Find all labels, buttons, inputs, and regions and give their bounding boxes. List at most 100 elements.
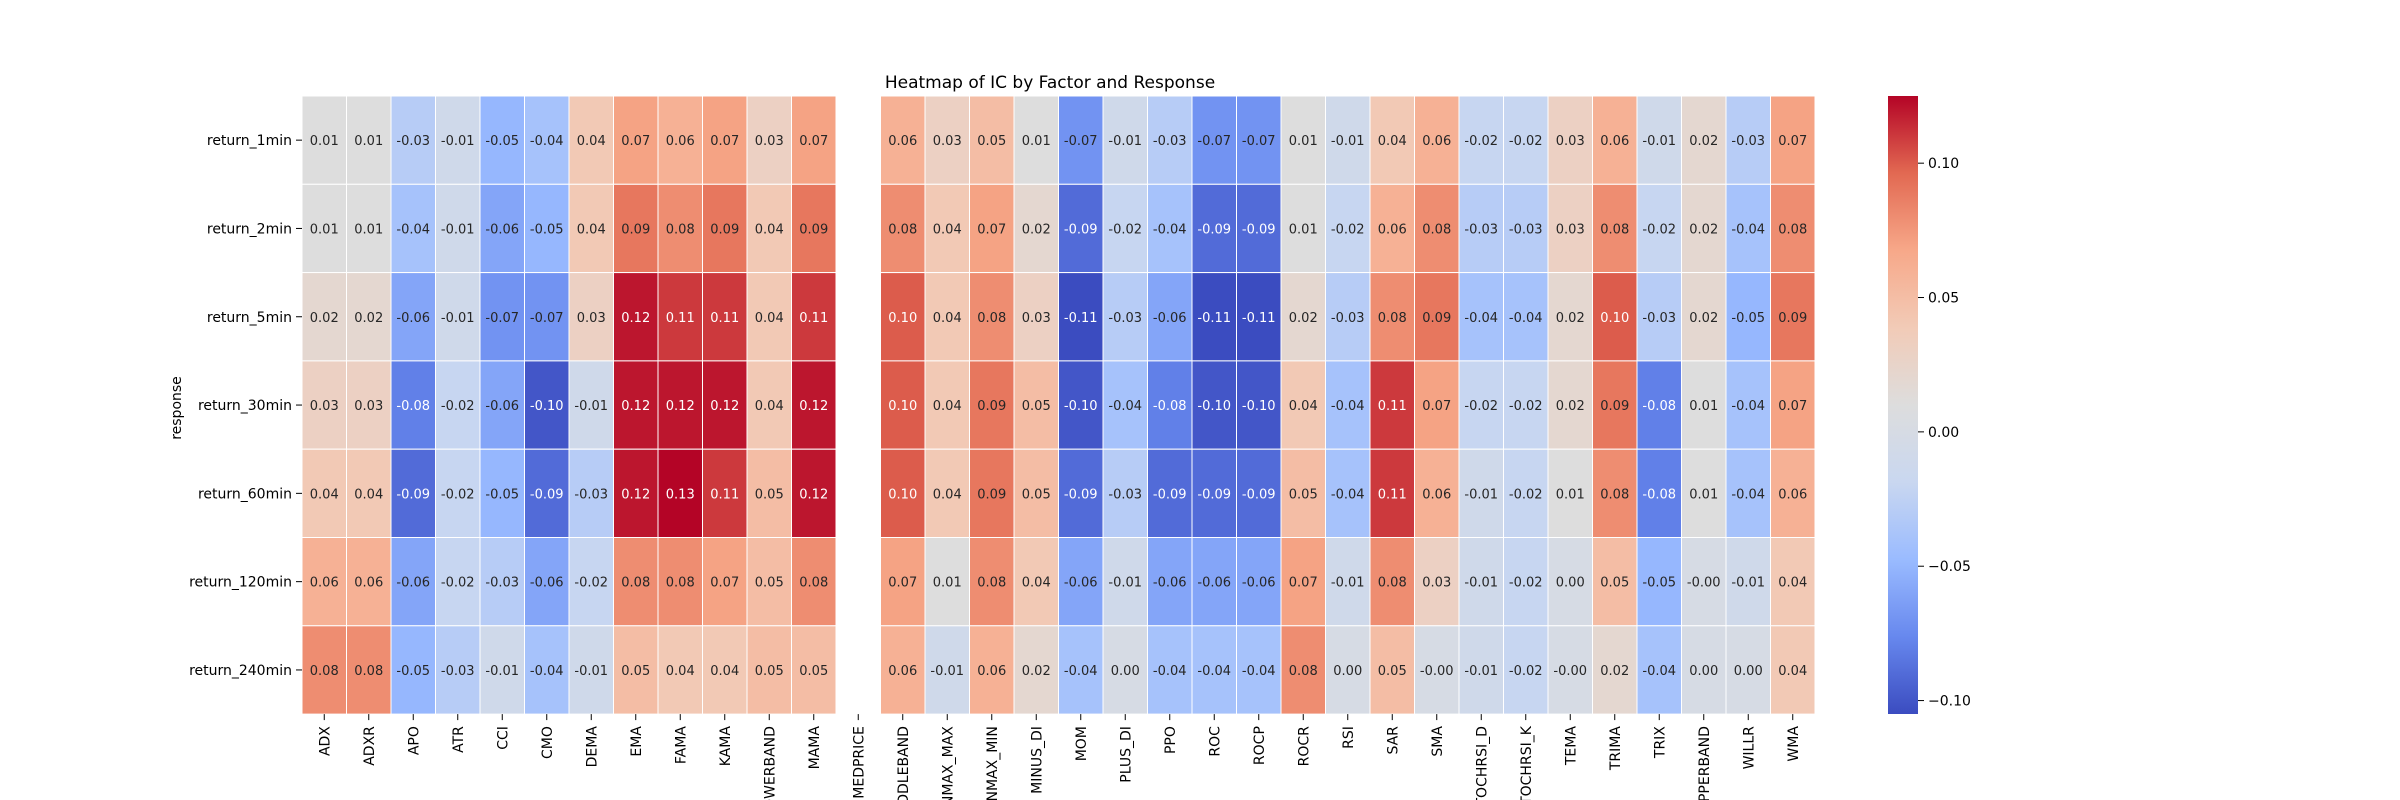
cell-value-label: 0.03 [1422,576,1451,591]
cell-value-label: -0.01 [1464,576,1498,591]
cell-value-label: -0.05 [1731,311,1765,326]
heatmap-cell [613,625,659,715]
x-tick-label: WILLR [1741,726,1757,770]
heatmap-cell [1325,537,1371,627]
heatmap-cell [1770,360,1816,450]
cell-value-label: 0.02 [1556,399,1585,414]
cell-value-label: 0.02 [1022,664,1051,679]
heatmap-cell [390,183,436,274]
cell-value-label: -0.01 [1331,576,1365,591]
x-tick-label: ROCP [1252,726,1268,765]
y-tick-label: return_30min [198,398,292,414]
heatmap-cell [1325,360,1371,450]
cell-value-label: 0.01 [1289,222,1318,237]
cell-value-label: 0.08 [888,222,917,237]
cell-value-label: -0.02 [1509,664,1543,679]
colorbar-tick-label: 0.05 [1928,291,1959,307]
cell-value-label: 0.07 [710,134,739,149]
heatmap-cell [568,537,614,627]
cell-value-label: 0.04 [577,134,606,149]
cell-value-label: 0.05 [1600,576,1629,591]
heatmap-cell [1191,448,1237,539]
y-axis-ticks: return_1min return_2min return_5min return_… [189,133,302,679]
cell-value-label: -0.04 [1642,664,1676,679]
cell-value-label: -0.02 [1509,576,1543,591]
heatmap-cell [880,360,926,450]
heatmap-cell [1325,272,1371,362]
cell-value-label: 0.05 [1022,487,1051,502]
cell-value-label: 0.01 [1556,487,1585,502]
cell-value-label: -0.01 [441,222,475,237]
heatmap-cell [479,360,525,450]
cell-value-label: 0.08 [1422,222,1451,237]
heatmap-cell [1280,272,1326,362]
heatmap-cell [1102,183,1148,274]
y-tick-label: return_60min [198,486,292,502]
cell-value-label: -0.00 [1687,576,1721,591]
heatmap-cell [346,537,392,627]
cell-value-label: 0.08 [1600,487,1629,502]
heatmap-cell [1280,537,1326,627]
y-tick-label: return_5min [207,310,292,326]
cell-value-label: 0.09 [1422,311,1451,326]
cell-value-label: -0.08 [396,399,430,414]
heatmap-cell [1058,183,1104,274]
cell-value-label: 0.10 [888,311,917,326]
heatmap-cell [657,360,703,450]
cell-value-label: -0.04 [1331,399,1365,414]
x-tick-label: SMA [1430,726,1446,757]
heatmap-cell [1636,448,1682,539]
heatmap-cell [657,272,703,362]
cell-value-label: -0.07 [530,311,564,326]
heatmap-cell [791,272,837,362]
cell-value-label: -0.06 [396,576,430,591]
cell-value-label: 0.11 [666,311,695,326]
heatmap-cell [1102,537,1148,627]
heatmap-cell [924,360,970,450]
heatmap-cell [1280,95,1326,185]
heatmap-cell [1102,95,1148,185]
cell-value-label: 0.01 [354,134,383,149]
cell-value-label: -0.02 [1509,487,1543,502]
cell-value-label: 0.12 [710,399,739,414]
heatmap-cell [1013,183,1059,274]
heatmap-cell [1503,360,1549,450]
heatmap-cell [390,95,436,185]
heatmap-cell [613,95,659,185]
cell-value-label: 0.00 [1689,664,1718,679]
heatmap-cell [1414,272,1460,362]
heatmap-cell [1191,360,1237,450]
cell-value-label: 0.05 [755,487,784,502]
heatmap-cell [1236,95,1282,185]
heatmap-cell [657,625,703,715]
cell-value-label: 0.01 [1689,399,1718,414]
y-axis-label: response [169,376,185,440]
heatmap-cell [1369,448,1415,539]
cell-value-label: -0.05 [396,664,430,679]
heatmap-cell [435,183,481,274]
heatmap-cell [1147,625,1193,715]
colorbar: 0.10 0.05 0.00 −0.05 −0.10 [1888,96,1971,714]
cell-value-label: -0.06 [1153,576,1187,591]
cell-value-label: 0.08 [621,576,650,591]
heatmap-cell [1058,272,1104,362]
cell-value-label: 0.01 [310,134,339,149]
cell-value-label: -0.02 [1509,399,1543,414]
cell-value-label: 0.08 [977,311,1006,326]
heatmap-cell [1325,95,1371,185]
cell-value-label: 0.03 [1022,311,1051,326]
cell-value-label: 0.06 [1600,134,1629,149]
heatmap-cell [1102,625,1148,715]
cell-value-label: -0.10 [530,399,564,414]
cell-value-label: -0.04 [396,222,430,237]
cell-value-label: 0.13 [666,487,695,502]
heatmap-cell [1592,625,1638,715]
cell-value-label: -0.09 [1064,222,1098,237]
colorbar-tick-label: −0.05 [1928,559,1971,575]
cell-value-label: -0.03 [1153,134,1187,149]
cell-value-label: -0.02 [1108,222,1142,237]
heatmap-cell [791,448,837,539]
cell-value-label: 0.06 [1378,222,1407,237]
cell-value-label: -0.09 [1197,487,1231,502]
cell-value-label: -0.11 [1197,311,1231,326]
